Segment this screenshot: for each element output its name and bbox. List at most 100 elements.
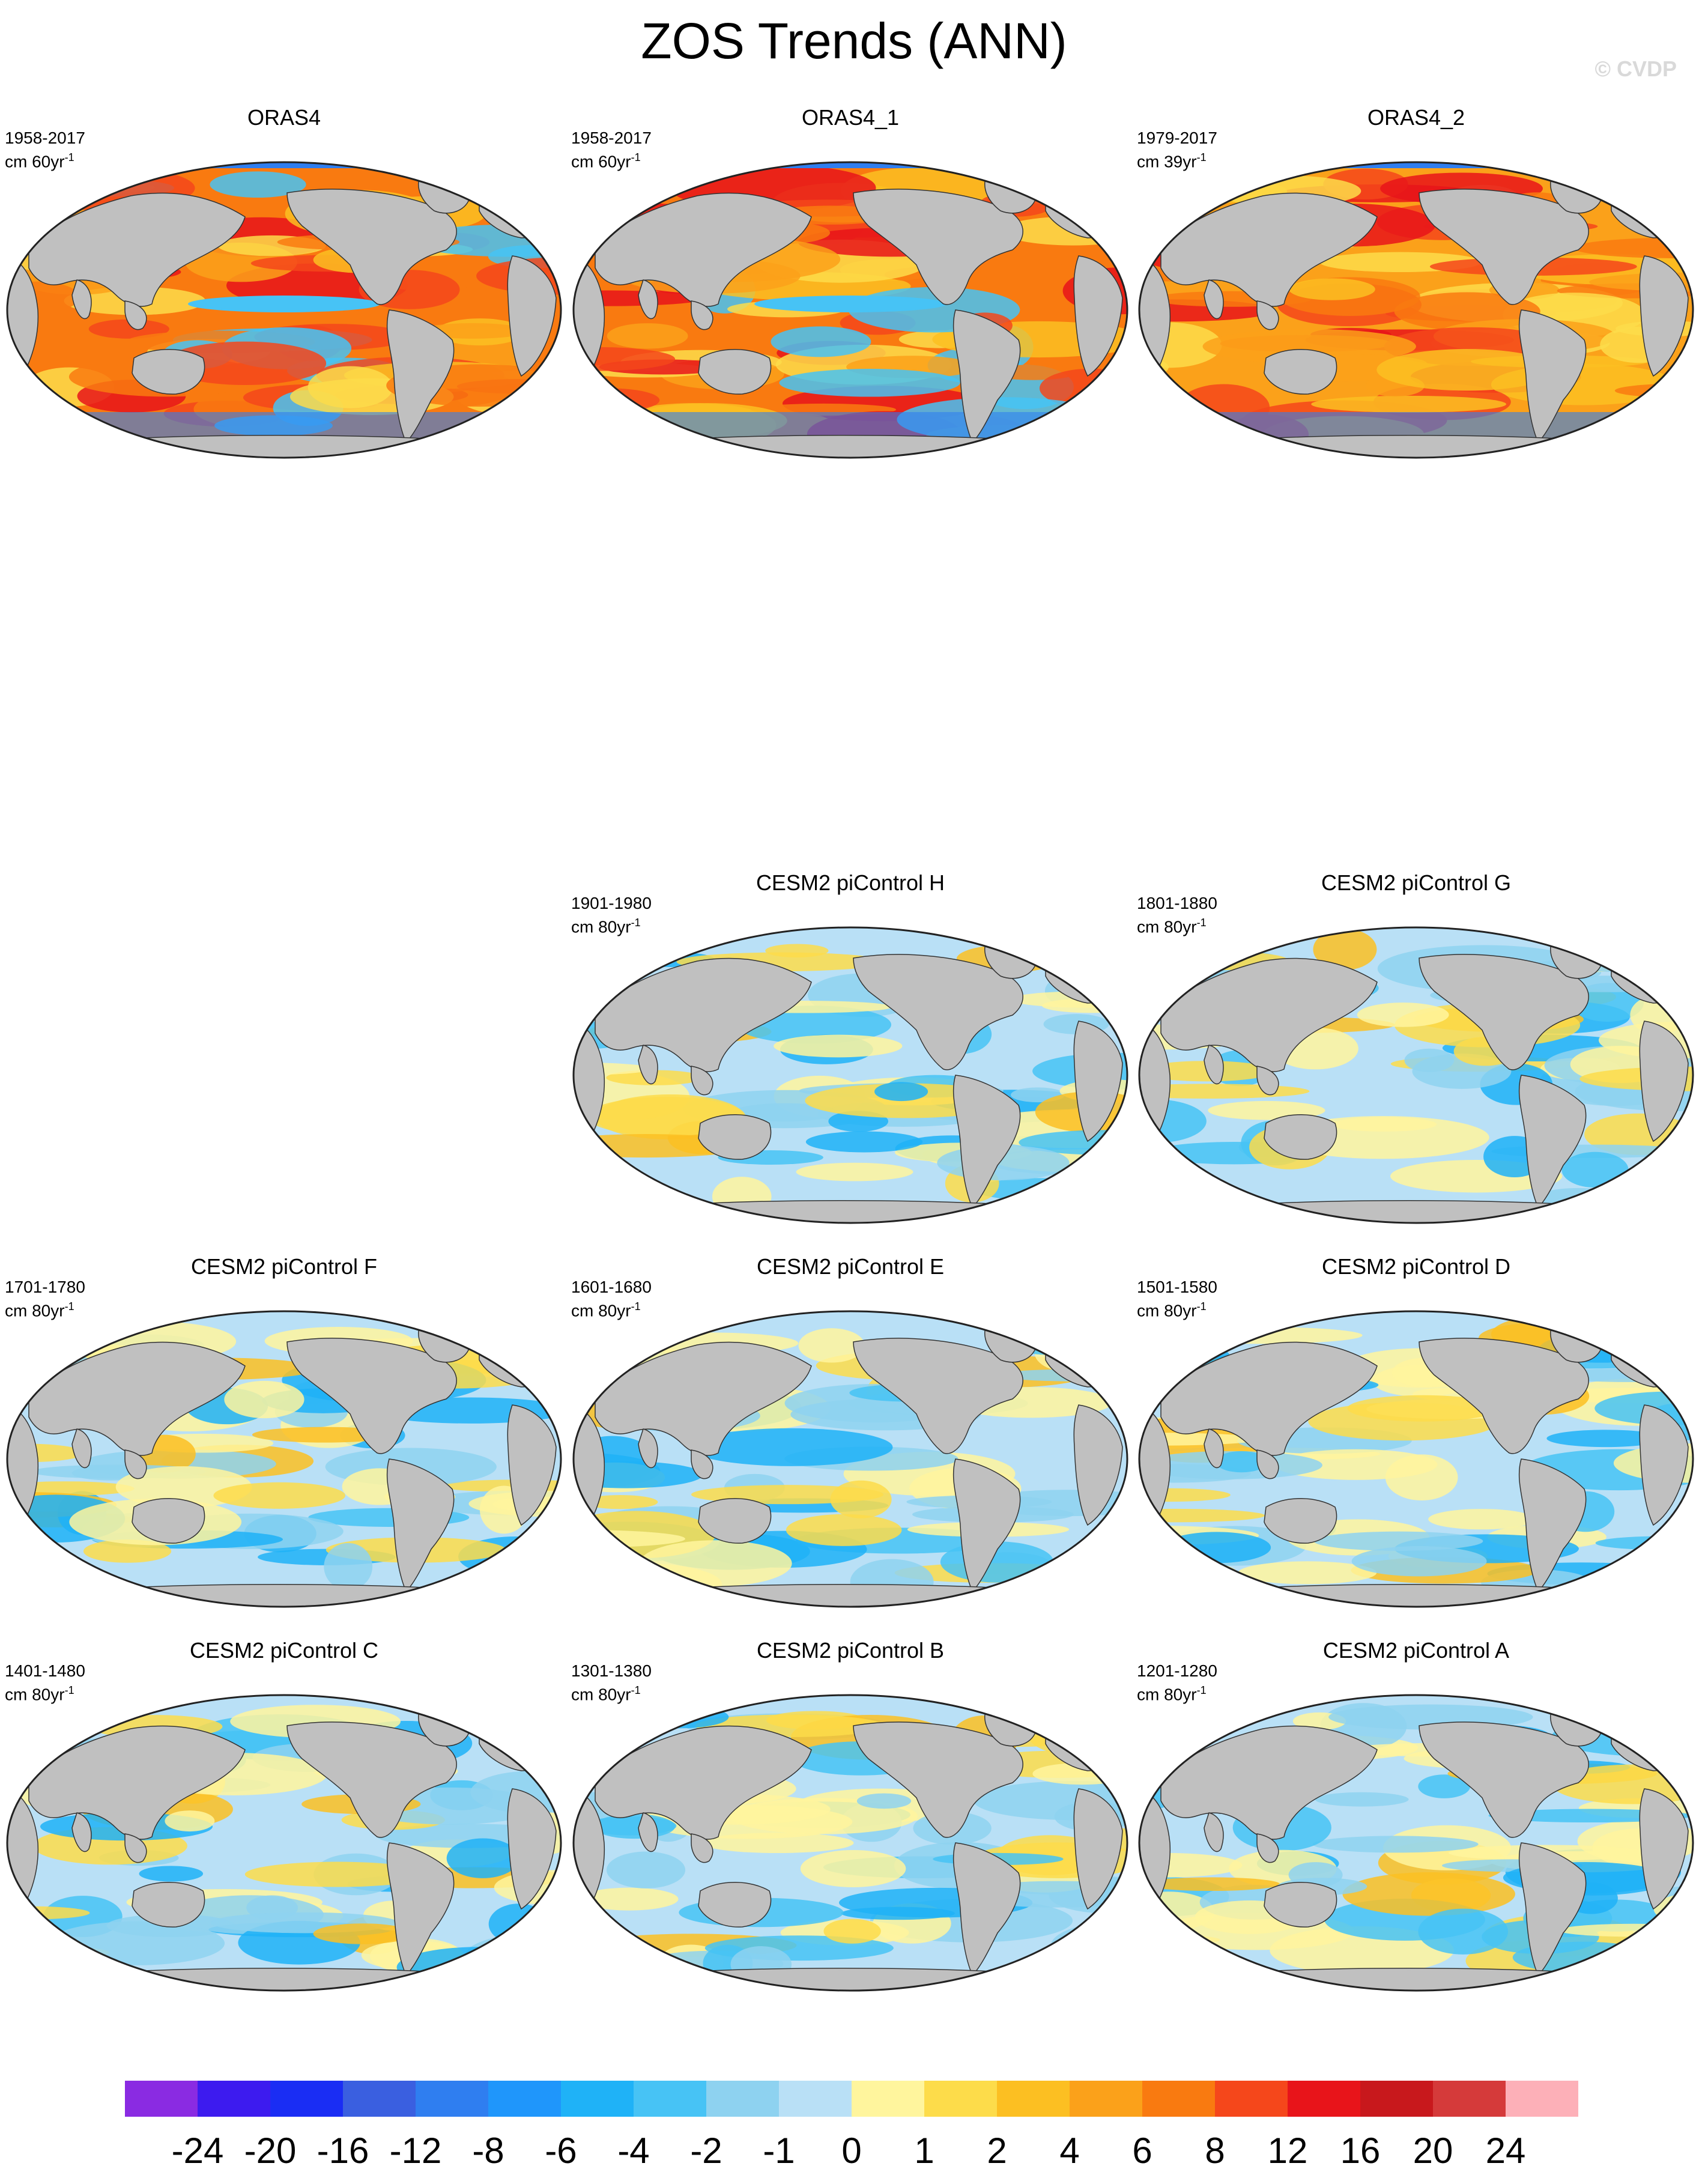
units-exponent: -1	[64, 151, 74, 163]
colorbar-segment	[1360, 2081, 1434, 2117]
colorbar-segment	[1433, 2081, 1506, 2117]
panel-period: 1601-1680	[571, 1278, 652, 1296]
colorbar-tick-label: 20	[1413, 2131, 1453, 2171]
panel-cesm2-c: CESM2 piControl C 1401-1480 cm 80yr-1	[5, 1637, 563, 2016]
copyright-watermark: © CVDP	[1594, 56, 1677, 81]
panel-period: 1979-2017	[1137, 129, 1217, 147]
colorbar-segment	[1142, 2081, 1216, 2117]
trend-map	[1138, 1694, 1694, 1992]
colorbar-segment	[343, 2081, 416, 2117]
trend-map	[572, 161, 1128, 459]
colorbar-tick-label: -6	[545, 2131, 577, 2171]
colorbar-tick-label: 4	[1059, 2131, 1080, 2171]
units-base: cm 80yr	[5, 1685, 65, 1704]
units-base: cm 80yr	[1137, 1301, 1197, 1320]
colorbar-segment	[1288, 2081, 1361, 2117]
panel-oras4-2: ORAS4_2 1979-2017 cm 39yr-1	[1137, 105, 1695, 483]
trend-map	[572, 1310, 1128, 1608]
panel-period: 1301-1380	[571, 1661, 652, 1680]
panel-title: ORAS4	[247, 105, 321, 130]
units-exponent: -1	[1196, 1684, 1207, 1696]
panel-period: 1958-2017	[571, 129, 652, 147]
colorbar	[125, 2081, 1578, 2117]
colorbar-segment	[1070, 2081, 1143, 2117]
units-base: cm 60yr	[5, 152, 65, 171]
trend-map	[6, 1310, 562, 1608]
colorbar-segment	[706, 2081, 780, 2117]
trend-map	[1138, 161, 1694, 459]
colorbar-tick-label: 6	[1132, 2131, 1152, 2171]
panel-oras4-1: ORAS4_1 1958-2017 cm 60yr-1	[571, 105, 1130, 483]
trend-map	[1138, 1310, 1694, 1608]
colorbar-tick-label: -8	[472, 2131, 504, 2171]
panel-title: CESM2 piControl D	[1321, 1254, 1511, 1279]
panel-units: cm 60yr-1	[5, 148, 74, 171]
trend-map	[572, 1694, 1128, 1992]
panel-title: CESM2 piControl E	[756, 1254, 945, 1279]
colorbar-tick-label: -1	[763, 2131, 795, 2171]
colorbar-tick-label: -20	[244, 2131, 297, 2171]
panel-units: cm 80yr-1	[1137, 1681, 1207, 1704]
colorbar-tick-label: -4	[617, 2131, 650, 2171]
units-exponent: -1	[1196, 1300, 1207, 1312]
units-exponent: -1	[631, 917, 641, 929]
panel-cesm2-h: CESM2 piControl H 1901-1980 cm 80yr-1	[571, 870, 1130, 1248]
colorbar-segment	[852, 2081, 925, 2117]
units-base: cm 80yr	[1137, 917, 1197, 936]
panel-title: ORAS4_1	[801, 105, 900, 130]
panel-units: cm 80yr-1	[1137, 1297, 1207, 1320]
units-exponent: -1	[631, 1684, 641, 1696]
panel-period: 1501-1580	[1137, 1278, 1217, 1296]
panel-title: CESM2 piControl A	[1322, 1638, 1510, 1663]
trend-map	[6, 1694, 562, 1992]
panel-title: CESM2 piControl G	[1321, 870, 1512, 895]
panel-cesm2-d: CESM2 piControl D 1501-1580 cm 80yr-1	[1137, 1254, 1695, 1632]
colorbar-tick-label: -24	[171, 2131, 224, 2171]
panel-units: cm 80yr-1	[571, 913, 641, 936]
colorbar-tick-label: -16	[316, 2131, 369, 2171]
panel-cesm2-f: CESM2 piControl F 1701-1780 cm 80yr-1	[5, 1254, 563, 1632]
panel-cesm2-e: CESM2 piControl E 1601-1680 cm 80yr-1	[571, 1254, 1130, 1632]
figure-title: ZOS Trends (ANN)	[641, 13, 1067, 69]
colorbar-segment	[488, 2081, 562, 2117]
panel-title: CESM2 piControl H	[756, 870, 945, 895]
trend-map	[1138, 926, 1694, 1224]
units-exponent: -1	[1196, 151, 1207, 163]
panel-units: cm 39yr-1	[1137, 148, 1207, 171]
panel-units: cm 80yr-1	[1137, 913, 1207, 936]
colorbar-segment	[125, 2081, 198, 2117]
colorbar-tick-label: 0	[841, 2131, 862, 2171]
colorbar-tick-label: 12	[1267, 2131, 1308, 2171]
trend-map	[6, 161, 562, 459]
units-exponent: -1	[631, 151, 641, 163]
panel-units: cm 80yr-1	[571, 1297, 641, 1320]
panel-period: 1401-1480	[5, 1661, 85, 1680]
colorbar-segment	[1506, 2081, 1578, 2117]
panel-period: 1958-2017	[5, 129, 85, 147]
colorbar-segment	[634, 2081, 707, 2117]
units-base: cm 80yr	[571, 917, 631, 936]
colorbar-tick-label: 2	[987, 2131, 1007, 2171]
units-base: cm 39yr	[1137, 152, 1197, 171]
panel-cesm2-g: CESM2 piControl G 1801-1880 cm 80yr-1	[1137, 870, 1695, 1248]
colorbar-tick-label: 24	[1485, 2131, 1526, 2171]
colorbar-segment	[561, 2081, 634, 2117]
units-exponent: -1	[631, 1300, 641, 1312]
panel-units: cm 60yr-1	[571, 148, 641, 171]
panel-period: 1701-1780	[5, 1278, 85, 1296]
panel-title: CESM2 piControl F	[190, 1254, 378, 1279]
colorbar-segment	[416, 2081, 489, 2117]
units-exponent: -1	[64, 1684, 74, 1696]
units-exponent: -1	[1196, 917, 1207, 929]
colorbar-segment	[997, 2081, 1070, 2117]
colorbar-tick-label: 16	[1340, 2131, 1381, 2171]
units-base: cm 80yr	[571, 1685, 631, 1704]
units-base: cm 80yr	[571, 1301, 631, 1320]
panel-units: cm 80yr-1	[5, 1681, 74, 1704]
colorbar-segment	[270, 2081, 344, 2117]
units-base: cm 80yr	[5, 1301, 65, 1320]
panel-period: 1201-1280	[1137, 1661, 1217, 1680]
panel-title: CESM2 piControl C	[189, 1638, 379, 1663]
colorbar-tick-label: 8	[1205, 2131, 1225, 2171]
panel-cesm2-b: CESM2 piControl B 1301-1380 cm 80yr-1	[571, 1637, 1130, 2016]
